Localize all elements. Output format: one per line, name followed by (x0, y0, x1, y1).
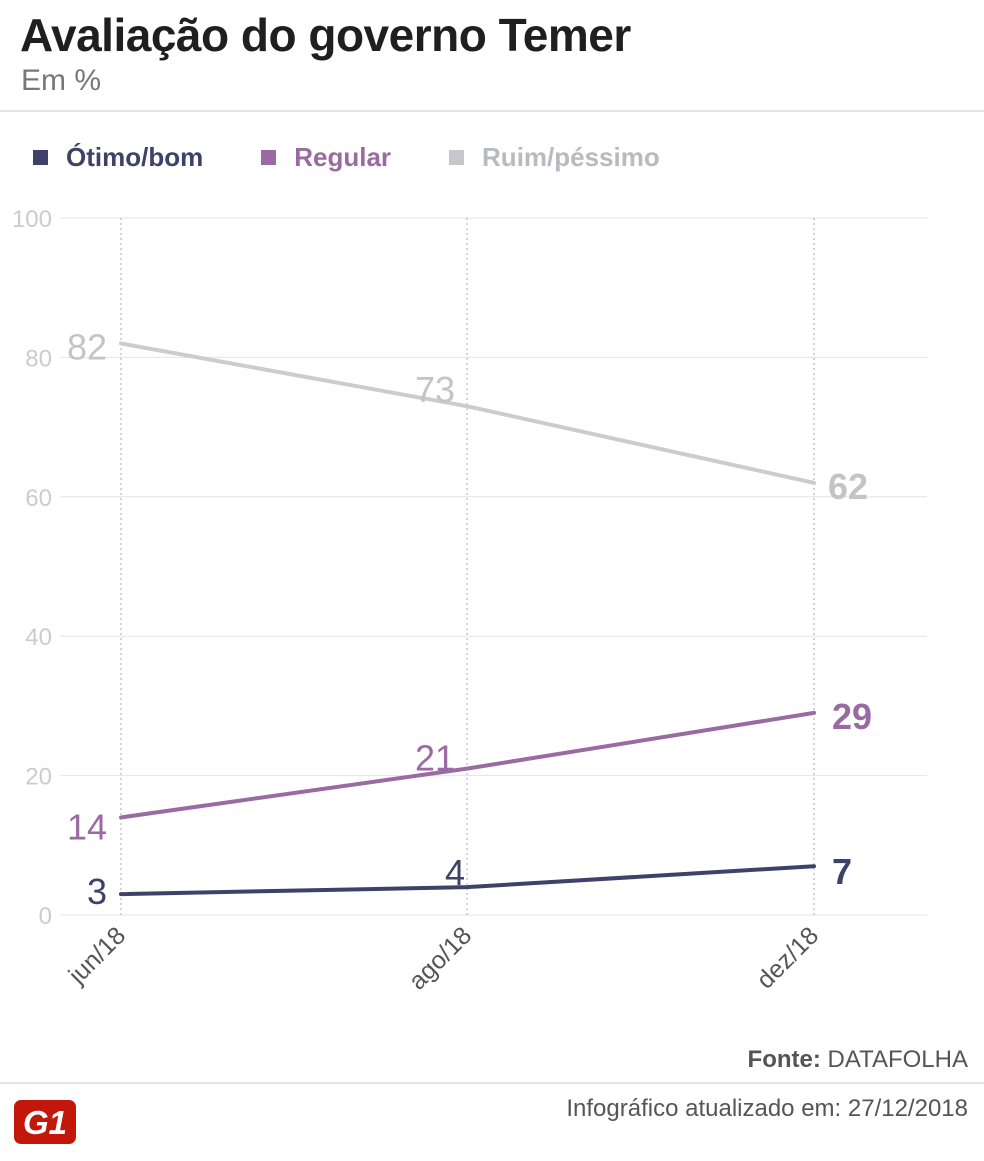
x-tick-label-0: jun/18 (63, 921, 132, 990)
data-label-ruim-p-ssimo-2: 62 (828, 466, 868, 507)
legend-item-otimo-bom: Ótimo/bom (33, 142, 203, 173)
x-tick-label-1: ago/18 (403, 921, 477, 995)
data-label--timo-bom-2: 7 (832, 851, 852, 892)
y-tick-label-60: 60 (25, 485, 52, 512)
data-label-ruim-p-ssimo-1: 73 (415, 369, 455, 410)
y-tick-label-100: 100 (12, 206, 52, 233)
y-tick-label-20: 20 (25, 764, 52, 791)
legend-item-regular: Regular (261, 142, 391, 173)
data-label-regular-0: 14 (67, 806, 107, 847)
legend-label-otimo-bom: Ótimo/bom (66, 142, 203, 173)
header-divider (0, 110, 984, 112)
legend-swatch-ruim-pessimo (449, 150, 464, 165)
legend-swatch-regular (261, 150, 276, 165)
legend-label-regular: Regular (294, 142, 391, 173)
data-label--timo-bom-0: 3 (87, 871, 107, 912)
updated-note: Infográfico atualizado em: 27/12/2018 (566, 1095, 968, 1123)
y-tick-label-0: 0 (39, 903, 52, 930)
g1-logo-text: G1 (23, 1104, 67, 1141)
source-name: DATAFOLHA (828, 1046, 968, 1073)
data-label-regular-2: 29 (832, 696, 872, 737)
data-label-regular-1: 21 (415, 738, 455, 779)
legend-label-ruim-pessimo: Ruim/péssimo (482, 142, 660, 173)
y-tick-label-40: 40 (25, 624, 52, 651)
x-tick-label-2: dez/18 (751, 921, 824, 994)
source-label: Fonte: (748, 1046, 821, 1073)
y-tick-label-80: 80 (25, 345, 52, 372)
legend: Ótimo/bom Regular Ruim/péssimo (33, 142, 718, 173)
chart-title: Avaliação do governo Temer (20, 8, 631, 62)
source-note: Fonte: DATAFOLHA (748, 1046, 968, 1074)
g1-logo-icon: G1 (14, 1100, 76, 1144)
data-label--timo-bom-1: 4 (445, 852, 465, 893)
legend-swatch-otimo-bom (33, 150, 48, 165)
data-label-ruim-p-ssimo-0: 82 (67, 326, 107, 367)
chart-subtitle: Em % (21, 64, 101, 98)
legend-item-ruim-pessimo: Ruim/péssimo (449, 142, 660, 173)
footer-divider (0, 1082, 984, 1084)
line-chart: 0 20 40 60 80 100 jun/18 ago/18 dez/18 3 4 7 14 21 29 8… (0, 190, 984, 1040)
